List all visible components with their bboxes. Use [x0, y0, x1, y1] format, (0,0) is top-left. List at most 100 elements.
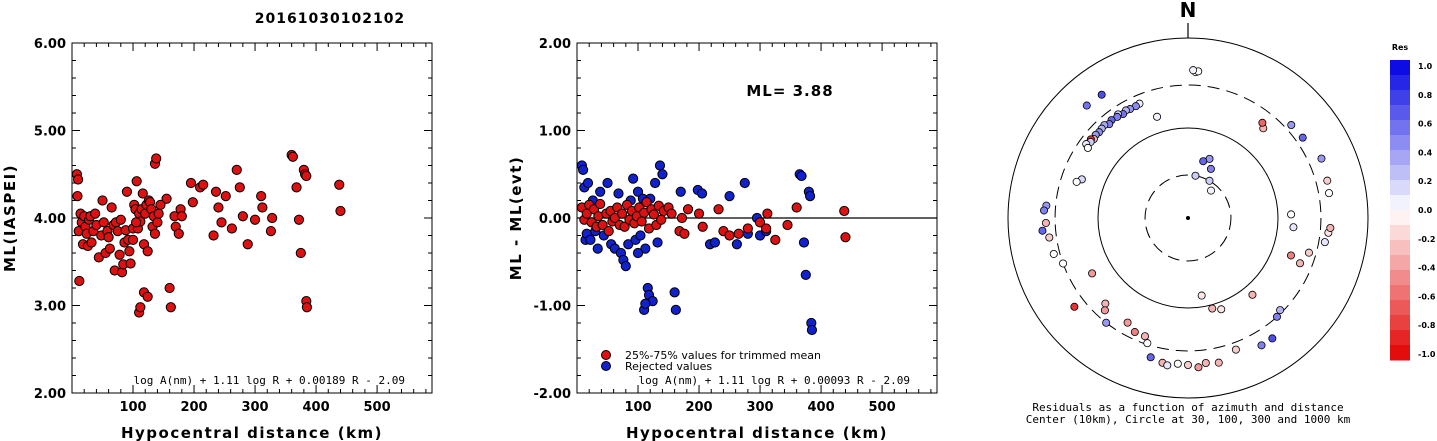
ml-point — [287, 151, 298, 162]
station-point — [1289, 223, 1298, 232]
colorbar-tick-label: -0.2 — [1418, 235, 1436, 244]
rejected-point — [592, 243, 603, 254]
station-point — [1049, 249, 1058, 258]
x-tick-label: 500 — [869, 400, 896, 415]
station-point — [1287, 210, 1296, 219]
rejected-point — [675, 186, 686, 197]
colorbar-title: Res — [1392, 43, 1409, 52]
colorbar-step — [1390, 210, 1410, 226]
ml-point — [291, 182, 302, 193]
trimmed-point — [603, 226, 614, 237]
trimmed-point — [782, 219, 793, 231]
data-points — [71, 149, 346, 318]
ml-point — [216, 217, 227, 228]
station-point — [1072, 177, 1081, 186]
colorbar-step — [1390, 240, 1410, 256]
ml-point — [226, 223, 237, 234]
panel-ml: 100 200 300 400 500 2.00 3.00 4.00 5.00 6.00 Hypo… — [1, 37, 433, 441]
x-tick-label: 200 — [685, 400, 712, 415]
ml-point — [104, 243, 115, 254]
trimmed-point — [679, 228, 690, 239]
ml-point — [257, 202, 268, 213]
ml-point — [149, 228, 161, 239]
trimmed-point — [619, 221, 630, 232]
station-point — [1217, 305, 1226, 314]
ml-point — [176, 211, 187, 222]
ml-point — [301, 302, 313, 313]
data-points — [576, 160, 851, 336]
rejected-point — [669, 287, 680, 298]
ml-point — [242, 239, 253, 250]
ml-point — [152, 217, 163, 228]
rejected-point — [640, 298, 651, 309]
ml-point — [161, 193, 172, 204]
ml-point — [213, 202, 224, 213]
station-point — [1163, 361, 1172, 370]
ml-value: ML= 3.88 — [746, 82, 833, 100]
y-tick-label: 3.00 — [34, 300, 66, 315]
rejected-point — [804, 191, 816, 202]
station-point — [1323, 176, 1332, 185]
station-point — [1100, 306, 1109, 315]
station-point — [1083, 143, 1092, 152]
station-point — [1268, 334, 1277, 343]
station-point — [1208, 304, 1217, 313]
station-point — [1088, 269, 1097, 278]
station-point — [1325, 189, 1334, 198]
rejected-point — [613, 188, 624, 199]
trimmed-point — [656, 214, 667, 225]
station-point — [1101, 299, 1110, 308]
station-point — [1102, 318, 1111, 327]
ml-point — [208, 230, 219, 241]
ml-point — [187, 197, 198, 208]
ml-point — [142, 246, 153, 257]
ml-point — [137, 188, 148, 199]
colorbar-tick-label: 0.8 — [1418, 91, 1433, 100]
y-tick-label: 1.00 — [539, 125, 571, 140]
rejected-point — [628, 173, 639, 184]
colorbar-tick-label: 0.6 — [1418, 120, 1433, 129]
station-point — [1257, 341, 1266, 350]
ml-point — [231, 164, 242, 175]
rejected-point — [800, 269, 811, 280]
ml-point — [127, 234, 139, 245]
legend-red-marker — [601, 350, 611, 360]
trimmed-point — [762, 208, 773, 219]
rejected-point — [806, 324, 818, 336]
y-tick-label: 2.00 — [34, 387, 66, 402]
trimmed-point — [754, 217, 766, 228]
ring-30km — [1144, 174, 1232, 262]
trimmed-point — [648, 209, 659, 220]
colorbar-tick-label: -0.4 — [1418, 264, 1436, 273]
panel-residual: 100 200 300 400 500 -2.00 -1.00 0.00 1.00 2.00 Hy… — [507, 37, 938, 441]
station-point — [1207, 186, 1216, 195]
rejected-point — [796, 170, 807, 182]
trimmed-point — [666, 208, 677, 219]
ml-point — [293, 214, 305, 225]
station-point — [1205, 176, 1214, 185]
ml-point — [155, 199, 166, 210]
center-point — [1186, 216, 1190, 220]
colorbar-step — [1390, 300, 1410, 316]
rejected-point — [670, 304, 681, 315]
ml-point — [335, 205, 346, 217]
colorbar-step — [1390, 195, 1410, 211]
x-tick-label: 500 — [364, 400, 391, 415]
rejected-point — [632, 186, 644, 197]
rejected-point — [731, 239, 742, 250]
station-point — [1194, 363, 1203, 372]
trimmed-point — [676, 212, 688, 224]
station-point — [1097, 90, 1106, 99]
y-tick-label: 0.00 — [539, 212, 571, 227]
ml-point — [165, 302, 176, 313]
ml-point — [130, 217, 142, 228]
ml-point — [106, 202, 117, 213]
station-point — [1214, 358, 1223, 367]
y-tick-label: 6.00 — [34, 37, 66, 52]
panel-polar: N Residuals as a function of azimuth and… — [1007, 0, 1369, 426]
colorbar-step — [1390, 75, 1410, 91]
rejected-point — [595, 186, 606, 197]
ml-point — [237, 211, 248, 222]
trimmed-point — [724, 230, 735, 241]
station-point — [1045, 233, 1054, 242]
